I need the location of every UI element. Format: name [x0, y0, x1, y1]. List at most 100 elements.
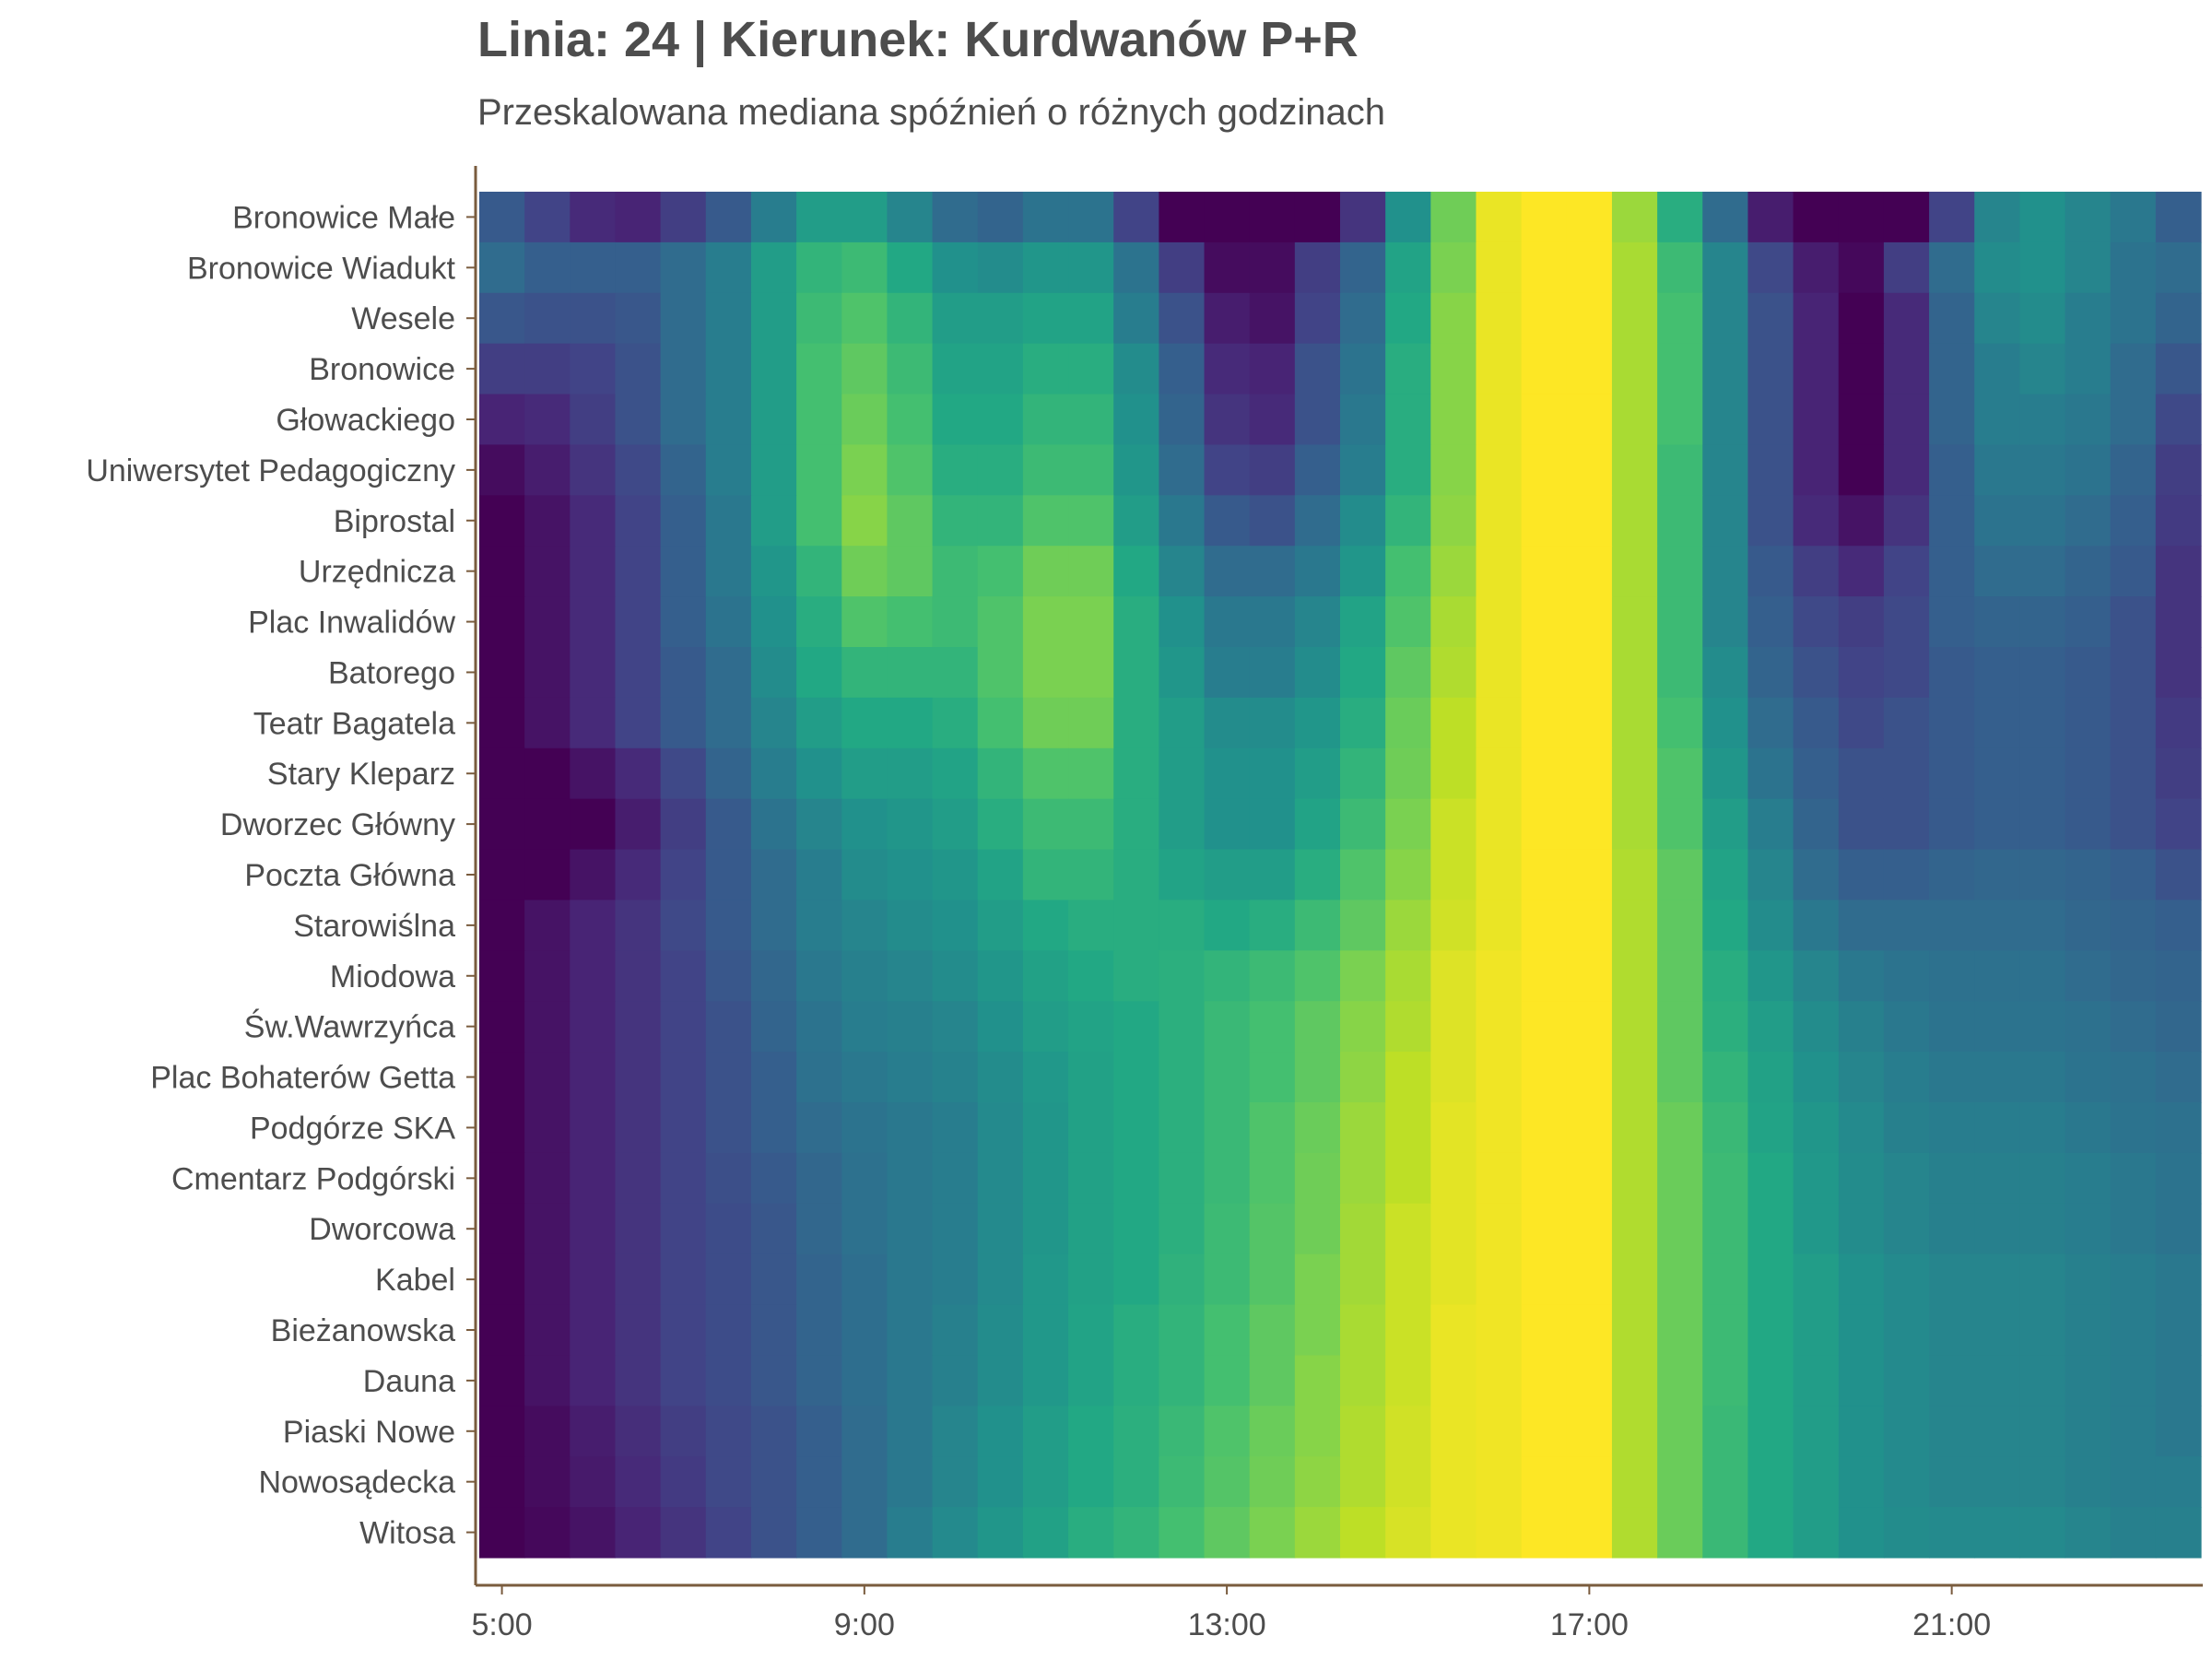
- heatmap-cell: [1068, 292, 1114, 345]
- heatmap-cell: [1929, 1456, 1975, 1508]
- heatmap-cell: [1068, 1406, 1114, 1457]
- heatmap-cell: [841, 1456, 888, 1508]
- heatmap-cell: [796, 1152, 842, 1205]
- heatmap-cell: [1430, 192, 1477, 243]
- heatmap-cell: [2019, 647, 2066, 699]
- heatmap-cell: [1294, 1456, 1341, 1508]
- heatmap-cell: [1521, 1406, 1568, 1457]
- heatmap-cell: [1159, 1203, 1206, 1255]
- heatmap-cell: [1883, 546, 1930, 597]
- heatmap-cell: [1022, 1406, 1069, 1457]
- heatmap-cell: [1929, 444, 1975, 496]
- y-tick-label: Urzędnicza: [299, 555, 455, 590]
- heatmap-cell: [1611, 1052, 1658, 1103]
- heatmap-cell: [1022, 1507, 1069, 1559]
- heatmap-cell: [1249, 343, 1296, 395]
- heatmap-cell: [1204, 1253, 1251, 1306]
- heatmap-cell: [1883, 1507, 1930, 1559]
- heatmap-cell: [1883, 1304, 1930, 1357]
- heatmap-cell: [570, 647, 617, 699]
- heatmap-cell: [1929, 1304, 1975, 1357]
- heatmap-cell: [750, 849, 797, 901]
- heatmap-cell: [1611, 747, 1658, 800]
- heatmap-cell: [1294, 798, 1341, 851]
- heatmap-cell: [796, 1355, 842, 1406]
- heatmap-cell: [1747, 292, 1794, 345]
- heatmap-cell: [1068, 1507, 1114, 1559]
- heatmap-cell: [1521, 343, 1568, 395]
- heatmap-cell: [1657, 900, 1703, 951]
- heatmap-cell: [1929, 1052, 1975, 1103]
- heatmap-cell: [615, 1052, 662, 1103]
- heatmap-cell: [1159, 241, 1206, 294]
- heatmap-cell: [1204, 647, 1251, 699]
- heatmap-cell: [1883, 444, 1930, 496]
- heatmap-cell: [1113, 495, 1159, 547]
- heatmap-cell: [1611, 950, 1658, 1002]
- heatmap-cell: [1702, 1507, 1749, 1559]
- heatmap-cell: [1068, 697, 1114, 749]
- heatmap-cell: [932, 798, 979, 851]
- heatmap-cell: [1521, 647, 1568, 699]
- heatmap-cell: [1430, 596, 1477, 648]
- heatmap-cell: [1476, 495, 1523, 547]
- heatmap-cell: [1022, 1456, 1069, 1508]
- heatmap-cell: [1702, 849, 1749, 901]
- heatmap-cell: [1611, 798, 1658, 851]
- heatmap-cell: [1159, 849, 1206, 901]
- heatmap-cell: [1159, 394, 1206, 446]
- heatmap-cell: [1430, 900, 1477, 951]
- heatmap-cell: [1838, 546, 1885, 597]
- heatmap-cell: [1249, 495, 1296, 547]
- heatmap-cell: [841, 1102, 888, 1154]
- heatmap-cell: [1385, 596, 1431, 648]
- heatmap-cell: [932, 1507, 979, 1559]
- heatmap-cell: [932, 394, 979, 446]
- y-tick-label: Plac Bohaterów Getta: [150, 1061, 455, 1096]
- heatmap-cell: [524, 192, 571, 243]
- heatmap-cell: [1249, 394, 1296, 446]
- heatmap-cell: [1521, 444, 1568, 496]
- heatmap-cell: [1113, 1456, 1159, 1508]
- heatmap-cell: [1657, 697, 1703, 749]
- heatmap-cell: [1702, 1052, 1749, 1103]
- heatmap-cell: [977, 950, 1024, 1002]
- heatmap-cell: [1747, 1253, 1794, 1306]
- heatmap-cell: [1974, 1102, 2020, 1154]
- heatmap-cell: [1068, 241, 1114, 294]
- heatmap-cell: [1838, 900, 1885, 951]
- heatmap-cell: [750, 1203, 797, 1255]
- heatmap-cell: [570, 1152, 617, 1205]
- heatmap-cell: [2155, 1355, 2202, 1406]
- heatmap-cell: [2110, 1052, 2157, 1103]
- heatmap-cell: [2019, 950, 2066, 1002]
- heatmap-cell: [1838, 697, 1885, 749]
- y-tick-label: Plac Inwalidów: [248, 606, 455, 641]
- heatmap-cell: [1929, 1253, 1975, 1306]
- heatmap-cell: [1747, 192, 1794, 243]
- heatmap-cell: [1476, 444, 1523, 496]
- heatmap-cell: [1521, 1456, 1568, 1508]
- heatmap-cell: [1113, 950, 1159, 1002]
- heatmap-cell: [1883, 292, 1930, 345]
- heatmap-cell: [1159, 950, 1206, 1002]
- heatmap-cell: [1566, 1203, 1613, 1255]
- heatmap-cell: [479, 444, 525, 496]
- heatmap-cell: [1204, 1102, 1251, 1154]
- heatmap-cell: [1702, 950, 1749, 1002]
- heatmap-cell: [2065, 1001, 2112, 1053]
- heatmap-cell: [660, 1102, 707, 1154]
- heatmap-cell: [1204, 394, 1251, 446]
- heatmap-cell: [1204, 900, 1251, 951]
- heatmap-cell: [932, 1152, 979, 1205]
- heatmap-cell: [1249, 747, 1296, 800]
- heatmap-cell: [2065, 343, 2112, 395]
- heatmap-cell: [1702, 747, 1749, 800]
- heatmap-cell: [1611, 647, 1658, 699]
- heatmap-cell: [1793, 596, 1840, 648]
- heatmap-cell: [1476, 292, 1523, 345]
- heatmap-cell: [1929, 1406, 1975, 1457]
- heatmap-cell: [977, 546, 1024, 597]
- heatmap-cell: [705, 647, 752, 699]
- heatmap-cell: [524, 495, 571, 547]
